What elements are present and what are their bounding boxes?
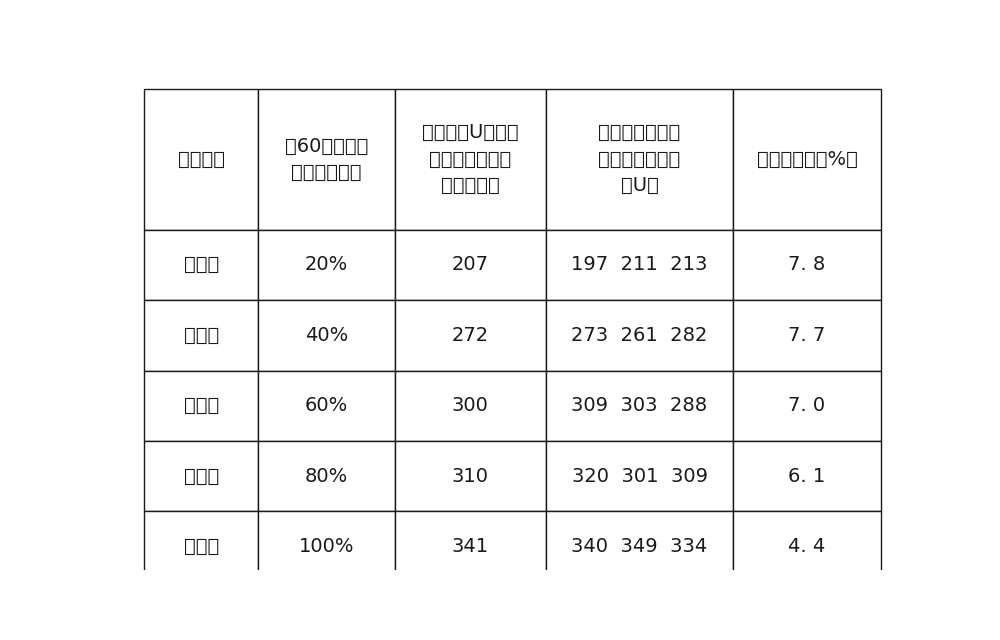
Text: 80%: 80% bbox=[305, 467, 348, 486]
Bar bbox=[395, 511, 546, 582]
Bar bbox=[546, 230, 733, 300]
Bar bbox=[733, 371, 881, 441]
Bar bbox=[144, 441, 258, 511]
Text: 310: 310 bbox=[452, 467, 489, 486]
Text: 试验四: 试验四 bbox=[184, 467, 219, 486]
Bar bbox=[733, 441, 881, 511]
Text: 207: 207 bbox=[452, 255, 489, 275]
Bar bbox=[144, 89, 258, 230]
Text: 酯化力（U）（三
次平行试验的算
数平均值）: 酯化力（U）（三 次平行试验的算 数平均值） bbox=[422, 124, 518, 195]
Bar bbox=[733, 300, 881, 371]
Bar bbox=[395, 230, 546, 300]
Text: 197  211  213: 197 211 213 bbox=[571, 255, 708, 275]
Bar bbox=[546, 441, 733, 511]
Text: 试验五: 试验五 bbox=[184, 537, 219, 556]
Bar bbox=[546, 300, 733, 371]
Text: 试验二: 试验二 bbox=[184, 326, 219, 345]
Text: 340  349  334: 340 349 334 bbox=[571, 537, 708, 556]
Bar bbox=[733, 511, 881, 582]
Bar bbox=[546, 89, 733, 230]
Bar bbox=[395, 300, 546, 371]
Bar bbox=[258, 441, 395, 511]
Bar bbox=[258, 371, 395, 441]
Bar bbox=[395, 89, 546, 230]
Text: 7. 7: 7. 7 bbox=[788, 326, 826, 345]
Text: 4. 4: 4. 4 bbox=[788, 537, 826, 556]
Bar bbox=[258, 300, 395, 371]
Text: 试验三: 试验三 bbox=[184, 396, 219, 415]
Bar bbox=[144, 371, 258, 441]
Text: 341: 341 bbox=[452, 537, 489, 556]
Text: 过60目筛占比
（为质量比）: 过60目筛占比 （为质量比） bbox=[285, 136, 368, 182]
Text: 100%: 100% bbox=[299, 537, 354, 556]
Text: 7. 8: 7. 8 bbox=[788, 255, 826, 275]
Text: 6. 1: 6. 1 bbox=[788, 467, 826, 486]
Text: 309  303  288: 309 303 288 bbox=[571, 396, 708, 415]
Bar bbox=[546, 511, 733, 582]
Text: 20%: 20% bbox=[305, 255, 348, 275]
Bar bbox=[144, 511, 258, 582]
Text: 最大精密度（%）: 最大精密度（%） bbox=[757, 150, 857, 169]
Bar bbox=[395, 371, 546, 441]
Text: 273  261  282: 273 261 282 bbox=[571, 326, 708, 345]
Bar bbox=[733, 89, 881, 230]
Text: 320  301  309: 320 301 309 bbox=[572, 467, 708, 486]
Text: 试验方案: 试验方案 bbox=[178, 150, 225, 169]
Bar bbox=[546, 371, 733, 441]
Bar bbox=[144, 230, 258, 300]
Bar bbox=[258, 230, 395, 300]
Text: 40%: 40% bbox=[305, 326, 348, 345]
Bar bbox=[144, 300, 258, 371]
Text: 7. 0: 7. 0 bbox=[788, 396, 826, 415]
Bar bbox=[395, 441, 546, 511]
Text: 60%: 60% bbox=[305, 396, 348, 415]
Bar bbox=[258, 89, 395, 230]
Text: 试验一: 试验一 bbox=[184, 255, 219, 275]
Text: 272: 272 bbox=[452, 326, 489, 345]
Bar bbox=[733, 230, 881, 300]
Bar bbox=[258, 511, 395, 582]
Text: 300: 300 bbox=[452, 396, 489, 415]
Text: 三次平行试验的
酯化力检测数据
（U）: 三次平行试验的 酯化力检测数据 （U） bbox=[598, 124, 681, 195]
